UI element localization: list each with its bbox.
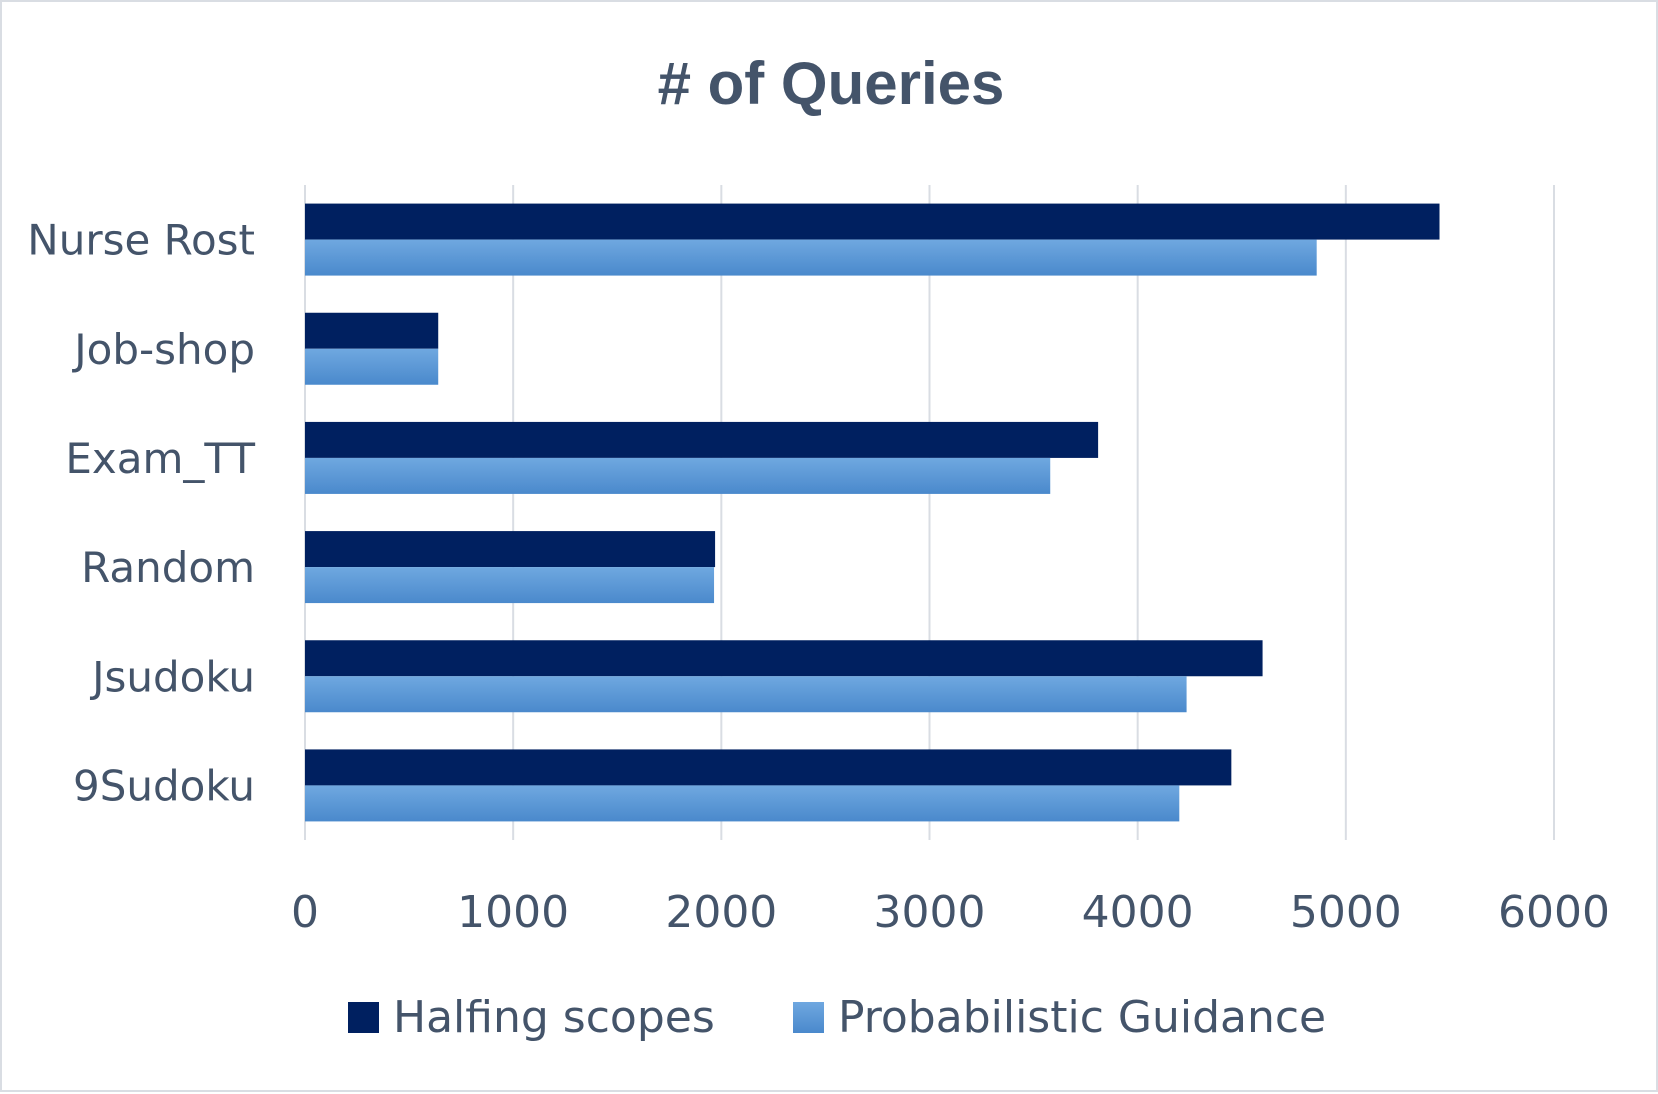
bar-halfing-1 xyxy=(305,312,439,349)
category-label: Nurse Rost xyxy=(27,216,255,265)
bar-probabilistic-4 xyxy=(305,676,1187,713)
legend: Halfing scopes Probabilistic Guidance xyxy=(348,992,1326,1043)
category-label: Random xyxy=(81,543,255,592)
bar-probabilistic-0 xyxy=(305,239,1317,276)
legend-label: Halfing scopes xyxy=(393,992,715,1043)
legend-label: Probabilistic Guidance xyxy=(838,992,1326,1043)
bar-halfing-3 xyxy=(305,531,716,568)
category-label: Jsudoku xyxy=(89,652,255,701)
bar-halfing-5 xyxy=(305,749,1232,786)
x-tick-label: 1000 xyxy=(457,887,569,938)
x-tick-label: 4000 xyxy=(1082,887,1194,938)
bar-halfing-2 xyxy=(305,421,1099,458)
category-label: Exam_TT xyxy=(65,434,255,483)
x-tick-label: 5000 xyxy=(1290,887,1402,938)
bars xyxy=(305,203,1440,822)
x-tick-label: 3000 xyxy=(874,887,986,938)
category-label: 9Sudoku xyxy=(73,761,255,810)
bar-halfing-0 xyxy=(305,203,1440,240)
chart-title: # of Queries xyxy=(658,50,1005,117)
x-tick-label: 2000 xyxy=(665,887,777,938)
bar-probabilistic-5 xyxy=(305,785,1180,822)
bar-halfing-4 xyxy=(305,640,1263,677)
gridlines xyxy=(304,185,1555,840)
legend-swatch-probabilistic xyxy=(793,1002,824,1033)
x-tick-label: 0 xyxy=(291,887,319,938)
bar-probabilistic-1 xyxy=(305,348,439,385)
category-label: Job-shop xyxy=(71,325,255,374)
legend-swatch-halfing xyxy=(348,1002,379,1033)
x-tick-label: 6000 xyxy=(1498,887,1610,938)
category-labels: Nurse Rost Job-shop Exam_TT Random Jsudoku 9S… xyxy=(27,216,255,811)
bar-probabilistic-3 xyxy=(305,567,715,604)
bar-probabilistic-2 xyxy=(305,457,1051,494)
x-tick-labels: 0 1000 2000 3000 4000 5000 6000 xyxy=(291,887,1610,938)
